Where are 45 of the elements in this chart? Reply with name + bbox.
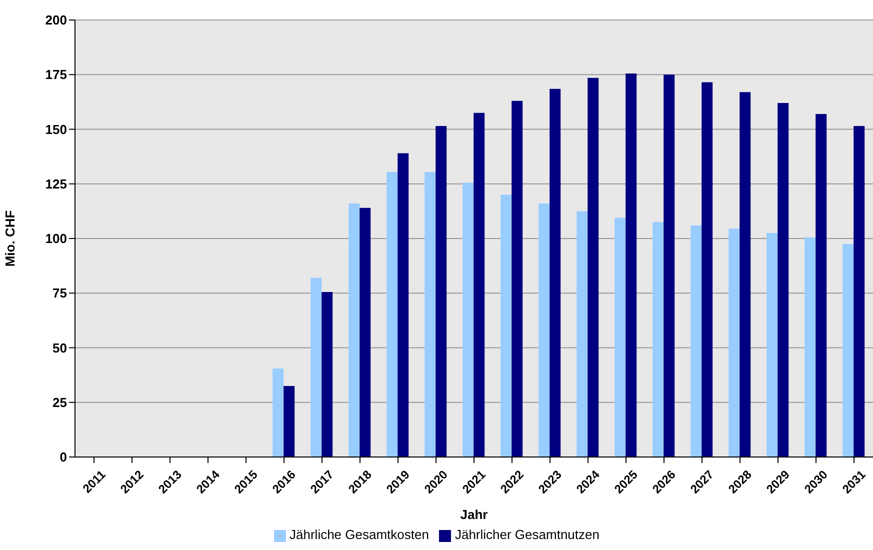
bar (424, 172, 436, 457)
bar (614, 218, 626, 457)
bar (360, 208, 371, 457)
bar (550, 88, 561, 457)
y-tick-label: 100 (45, 231, 67, 246)
legend-label: Jährliche Gesamtkosten (290, 527, 429, 542)
y-tick-label: 50 (52, 340, 67, 356)
bar (284, 386, 295, 457)
y-tick-label: 175 (45, 67, 67, 82)
bar (500, 194, 512, 457)
y-tick-label: 0 (60, 450, 67, 465)
y-tick-label: 200 (45, 12, 67, 28)
y-tick-label: 25 (52, 394, 67, 410)
bar (690, 225, 702, 457)
y-tick-label: 125 (45, 176, 67, 192)
bar (474, 112, 485, 457)
bar (652, 222, 664, 457)
bar (778, 103, 789, 457)
y-tick-label: 75 (52, 286, 67, 301)
bar (740, 92, 751, 457)
bar (588, 78, 599, 457)
bar (854, 126, 865, 457)
bar (322, 292, 333, 457)
bar (386, 172, 398, 457)
bar (766, 233, 778, 457)
bar (462, 182, 474, 457)
bar (842, 244, 854, 457)
bar (626, 74, 637, 457)
bar (664, 74, 675, 457)
bar (348, 204, 360, 457)
bar (512, 100, 523, 457)
bar (398, 153, 409, 457)
bar (436, 126, 447, 457)
bar (310, 278, 322, 457)
bar (728, 228, 740, 457)
bar (702, 82, 713, 457)
bar (272, 368, 284, 457)
bar (538, 204, 550, 457)
bar (816, 114, 827, 457)
bar (576, 211, 588, 457)
y-axis-title: Mio. CHF (2, 210, 18, 267)
legend-label: Jährlicher Gesamtnutzen (454, 527, 600, 542)
bar (804, 237, 816, 457)
y-tick-label: 150 (45, 122, 67, 137)
x-axis-title: Jahr (460, 507, 488, 522)
